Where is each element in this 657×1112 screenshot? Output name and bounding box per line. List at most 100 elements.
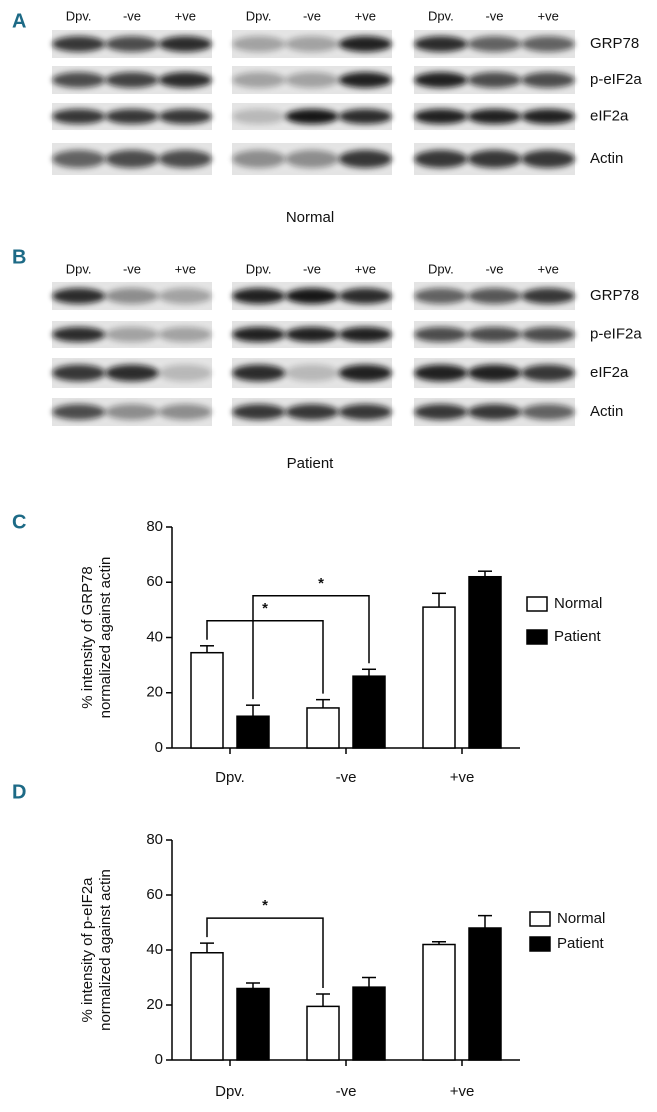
protein-label: Actin <box>590 150 623 167</box>
blot-band <box>231 108 286 125</box>
blot-band <box>521 326 576 343</box>
blot-band <box>158 72 212 88</box>
blot-band <box>414 36 468 52</box>
bar <box>352 986 386 1061</box>
bar <box>190 651 224 749</box>
blot-band <box>105 108 159 125</box>
blot-band <box>338 364 393 382</box>
bracket-line <box>206 917 324 988</box>
blot-band <box>285 404 339 420</box>
lane-label: -ve <box>123 8 141 23</box>
lane-label: Dpv. <box>246 261 272 276</box>
blot-band <box>285 150 339 168</box>
y-axis-label: % intensity of GRP78 <box>79 566 96 709</box>
blot-band <box>467 288 522 304</box>
error-bar <box>362 976 376 988</box>
blot-band <box>158 404 212 420</box>
protein-label: Actin <box>590 403 623 420</box>
error-bar <box>246 982 260 989</box>
y-tick-label: 80 <box>146 518 163 535</box>
blot-band <box>285 36 339 52</box>
bar <box>306 1005 340 1061</box>
y-tick-label: 20 <box>146 684 163 701</box>
blot-band <box>338 36 393 52</box>
error-bar <box>478 570 492 577</box>
error-bar <box>200 645 214 653</box>
blot-band <box>467 364 522 382</box>
blot-band <box>105 150 159 168</box>
legend-label: Patient <box>557 935 605 952</box>
lane-label: +ve <box>355 8 376 23</box>
lane-label: Dpv. <box>428 261 454 276</box>
blot-band <box>285 72 339 88</box>
lane-label: -ve <box>485 8 503 23</box>
blot-band <box>285 326 339 343</box>
protein-label: eIF2a <box>590 364 629 381</box>
x-tick-label: Dpv. <box>215 1083 245 1100</box>
blot-band <box>105 364 159 382</box>
y-axis-label: % intensity of p-eIF2a <box>79 877 96 1023</box>
blot-caption: Patient <box>287 455 335 472</box>
blot-band <box>52 72 106 88</box>
blot-band <box>467 108 522 125</box>
blot-band <box>521 364 576 382</box>
blot-band <box>467 326 522 343</box>
bar <box>236 715 270 749</box>
lane-label: Dpv. <box>66 261 92 276</box>
error-bar <box>362 668 376 677</box>
panel-label: B <box>12 246 26 268</box>
blot-band <box>231 364 286 382</box>
bar <box>422 943 456 1061</box>
blot-band <box>338 404 393 420</box>
legend-label: Normal <box>557 910 605 927</box>
bar <box>236 987 270 1061</box>
blot-band <box>338 72 393 88</box>
blot-band <box>231 404 286 420</box>
blot-band <box>105 404 159 420</box>
error-bar <box>432 941 446 945</box>
blot-band <box>231 288 286 304</box>
blot-band <box>158 108 212 125</box>
x-tick-label: +ve <box>450 769 475 786</box>
lane-label: +ve <box>355 261 376 276</box>
lane-label: Dpv. <box>428 8 454 23</box>
blot-band <box>521 108 576 125</box>
blot-band <box>414 404 468 420</box>
blot-band <box>338 326 393 343</box>
blot-band <box>338 150 393 168</box>
lane-label: -ve <box>485 261 503 276</box>
protein-label: GRP78 <box>590 35 639 52</box>
blot-band <box>158 364 212 382</box>
panel-label: C <box>12 511 26 533</box>
blot-band <box>52 36 106 52</box>
y-tick-label: 0 <box>155 1051 163 1068</box>
blot-band <box>52 150 106 168</box>
significance-bracket: * <box>206 897 324 988</box>
blot-band <box>231 150 286 168</box>
lane-label: Dpv. <box>66 8 92 23</box>
bar <box>468 575 502 749</box>
blot-band <box>521 72 576 88</box>
y-tick-label: 0 <box>155 739 163 756</box>
bar <box>422 606 456 749</box>
blot-band <box>52 108 106 125</box>
blot-band <box>285 108 339 125</box>
blot-band <box>414 288 468 304</box>
error-bar <box>432 592 446 608</box>
significance-bracket: * <box>252 575 370 700</box>
blot-band <box>338 288 393 304</box>
y-tick-label: 20 <box>146 996 163 1013</box>
blot-band <box>338 108 393 125</box>
lane-label: +ve <box>538 8 559 23</box>
blot-band <box>105 288 159 304</box>
bar <box>352 675 386 749</box>
blot-band <box>105 326 159 343</box>
bar <box>190 952 224 1061</box>
blot-band <box>158 36 212 52</box>
error-bar <box>478 914 492 928</box>
blot-band <box>414 326 468 343</box>
error-bar <box>316 698 330 708</box>
blot-band <box>521 150 576 168</box>
legend-label: Patient <box>554 628 602 645</box>
y-axis-label: normalized against actin <box>97 869 114 1031</box>
